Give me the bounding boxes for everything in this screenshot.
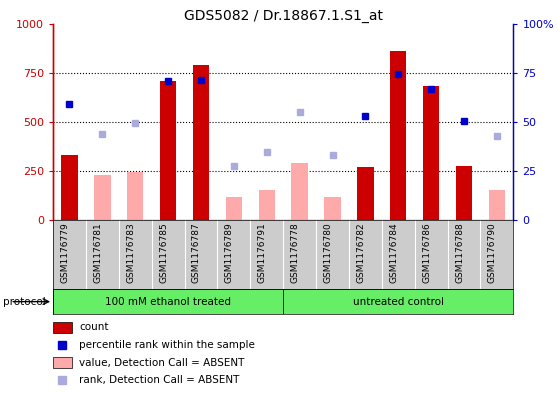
Text: 100 mM ethanol treated: 100 mM ethanol treated bbox=[105, 297, 231, 307]
Bar bbox=[456, 166, 472, 220]
Text: GSM1176780: GSM1176780 bbox=[324, 222, 333, 283]
Text: GSM1176781: GSM1176781 bbox=[93, 222, 102, 283]
Bar bbox=[61, 155, 78, 220]
Text: GSM1176791: GSM1176791 bbox=[258, 222, 267, 283]
Bar bbox=[160, 81, 176, 220]
Bar bbox=[324, 196, 341, 220]
Bar bbox=[193, 65, 209, 220]
Bar bbox=[53, 357, 72, 368]
Bar bbox=[53, 321, 72, 333]
Text: GSM1176785: GSM1176785 bbox=[159, 222, 168, 283]
Text: GSM1176779: GSM1176779 bbox=[60, 222, 69, 283]
Text: GSM1176787: GSM1176787 bbox=[192, 222, 201, 283]
Text: untreated control: untreated control bbox=[353, 297, 444, 307]
Bar bbox=[357, 167, 374, 220]
Bar bbox=[127, 172, 143, 220]
Bar bbox=[390, 51, 406, 220]
Text: GSM1176786: GSM1176786 bbox=[422, 222, 431, 283]
Bar bbox=[283, 289, 513, 314]
Text: GSM1176790: GSM1176790 bbox=[488, 222, 497, 283]
Title: GDS5082 / Dr.18867.1.S1_at: GDS5082 / Dr.18867.1.S1_at bbox=[184, 9, 383, 22]
Text: protocol: protocol bbox=[3, 297, 46, 307]
Bar bbox=[53, 289, 283, 314]
Text: GSM1176788: GSM1176788 bbox=[455, 222, 464, 283]
Bar bbox=[423, 86, 439, 220]
Text: percentile rank within the sample: percentile rank within the sample bbox=[79, 340, 255, 350]
Text: GSM1176778: GSM1176778 bbox=[291, 222, 300, 283]
Bar bbox=[489, 189, 505, 220]
Bar bbox=[291, 163, 308, 220]
Text: count: count bbox=[79, 322, 108, 332]
Text: GSM1176783: GSM1176783 bbox=[126, 222, 135, 283]
Text: value, Detection Call = ABSENT: value, Detection Call = ABSENT bbox=[79, 358, 244, 367]
Text: rank, Detection Call = ABSENT: rank, Detection Call = ABSENT bbox=[79, 375, 239, 385]
Text: GSM1176789: GSM1176789 bbox=[225, 222, 234, 283]
Bar bbox=[225, 197, 242, 220]
Text: GSM1176782: GSM1176782 bbox=[357, 222, 365, 283]
Bar bbox=[258, 189, 275, 220]
Text: GSM1176784: GSM1176784 bbox=[389, 222, 398, 283]
Bar bbox=[94, 175, 110, 220]
